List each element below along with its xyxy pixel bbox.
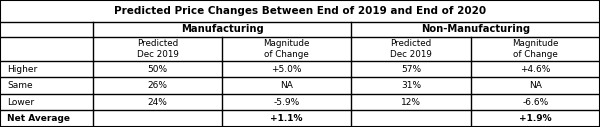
Text: 26%: 26% (148, 81, 167, 90)
Text: Magnitude
of Change: Magnitude of Change (512, 39, 559, 59)
Text: +1.1%: +1.1% (270, 114, 303, 123)
Text: Non-Manufacturing: Non-Manufacturing (421, 24, 530, 34)
Text: Same: Same (7, 81, 33, 90)
Text: +4.6%: +4.6% (520, 65, 551, 74)
Text: 50%: 50% (148, 65, 167, 74)
Text: Predicted
Dec 2019: Predicted Dec 2019 (137, 39, 178, 59)
Text: -5.9%: -5.9% (274, 98, 299, 107)
Text: NA: NA (280, 81, 293, 90)
Text: +1.9%: +1.9% (519, 114, 552, 123)
Text: +5.0%: +5.0% (271, 65, 302, 74)
Text: Manufacturing: Manufacturing (181, 24, 263, 34)
Text: Magnitude
of Change: Magnitude of Change (263, 39, 310, 59)
Text: Higher: Higher (7, 65, 37, 74)
Text: Predicted Price Changes Between End of 2019 and End of 2020: Predicted Price Changes Between End of 2… (114, 6, 486, 16)
Text: Lower: Lower (7, 98, 34, 107)
Text: 57%: 57% (401, 65, 421, 74)
Text: -6.6%: -6.6% (523, 98, 548, 107)
Text: Net Average: Net Average (7, 114, 70, 123)
Text: NA: NA (529, 81, 542, 90)
Text: Predicted
Dec 2019: Predicted Dec 2019 (390, 39, 432, 59)
Text: 12%: 12% (401, 98, 421, 107)
Text: 31%: 31% (401, 81, 421, 90)
Text: 24%: 24% (148, 98, 167, 107)
